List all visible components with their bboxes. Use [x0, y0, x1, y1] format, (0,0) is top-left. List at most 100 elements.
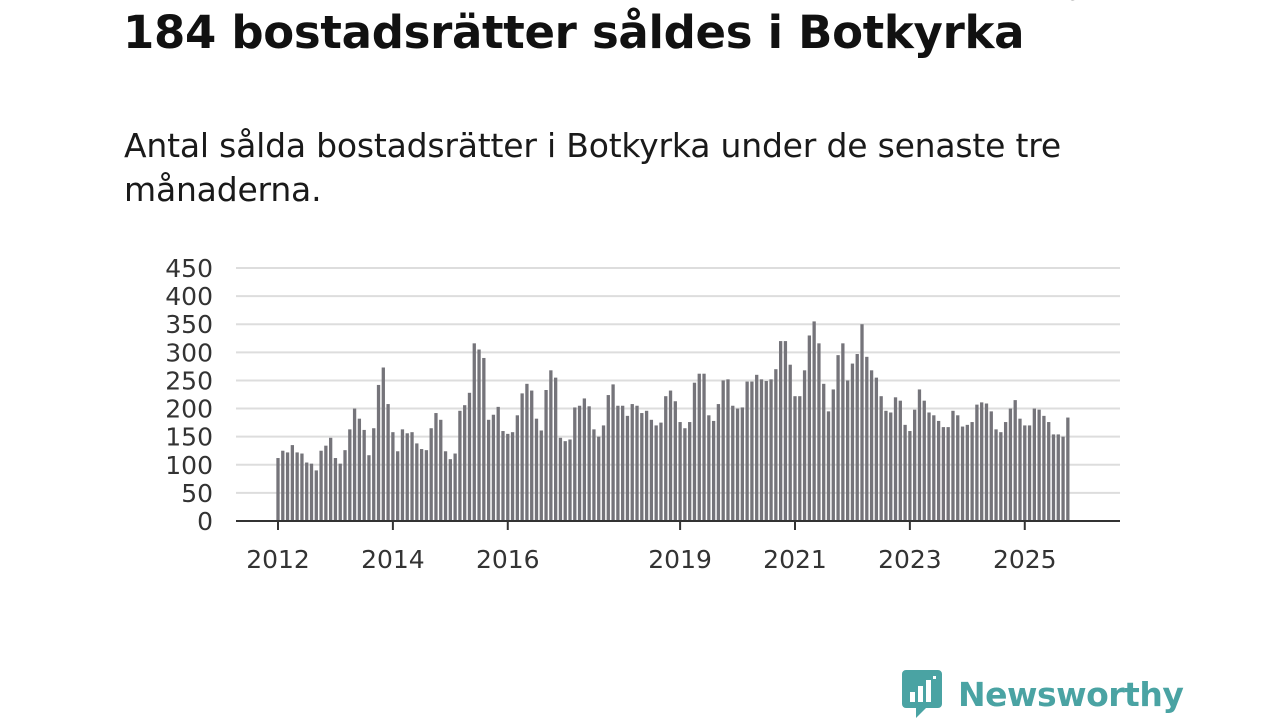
bar [688, 422, 692, 521]
bar [807, 335, 812, 521]
bar [1047, 422, 1051, 521]
bar [1027, 425, 1032, 521]
bar [419, 449, 424, 521]
bar [946, 427, 950, 521]
bar [941, 427, 946, 521]
bar [506, 433, 510, 521]
bar [281, 450, 285, 521]
x-tick-label: 2012 [246, 545, 310, 574]
bar [400, 429, 405, 521]
bar [472, 343, 476, 521]
bar [333, 458, 338, 521]
bar [477, 349, 481, 521]
bar [285, 452, 290, 521]
bar [443, 451, 448, 521]
bar [654, 425, 658, 521]
bar [453, 453, 457, 521]
bar [309, 463, 314, 521]
bar [994, 429, 998, 521]
bar [802, 370, 807, 521]
bar [587, 406, 591, 521]
bar [496, 406, 500, 521]
bar [386, 404, 390, 521]
bar [664, 396, 668, 521]
bar [1023, 425, 1027, 521]
bar [879, 396, 883, 521]
bar [357, 418, 362, 521]
bar [927, 412, 931, 521]
chart-subtitle: Antal sålda bostadsrätter i Botkyrka und… [124, 126, 1062, 209]
bar [1032, 408, 1036, 521]
bar [376, 384, 381, 521]
bar [745, 381, 749, 521]
bar [510, 432, 515, 521]
bar [999, 432, 1003, 521]
bar [530, 390, 534, 521]
bar [295, 452, 299, 521]
bar [448, 459, 452, 521]
bar [759, 379, 764, 521]
bar [601, 425, 606, 521]
bar [343, 450, 347, 521]
y-tick-label: 300 [165, 338, 213, 367]
bar [592, 429, 596, 521]
y-tick-label: 150 [165, 423, 213, 452]
bar [970, 422, 974, 521]
bar [692, 382, 697, 521]
y-tick-label: 400 [165, 282, 213, 311]
x-tick-label: 2014 [361, 545, 425, 574]
y-tick-label: 350 [165, 310, 213, 339]
bar [778, 341, 783, 521]
highlight-data-label: 184 [1050, 0, 1096, 6]
bar [783, 341, 788, 521]
bar [989, 411, 993, 521]
newsworthy-logo-icon [902, 670, 942, 718]
bar [769, 379, 773, 521]
bar [793, 396, 797, 521]
bar [410, 432, 414, 521]
bar [764, 381, 768, 521]
bar [554, 377, 558, 521]
bar [860, 324, 864, 521]
bar [324, 445, 328, 521]
bar [822, 383, 826, 521]
bar [850, 363, 855, 521]
bar [750, 381, 754, 521]
axes [236, 520, 1120, 530]
bar-series [276, 321, 1070, 521]
bar [1037, 409, 1041, 521]
bar [1042, 415, 1046, 521]
bar [826, 411, 831, 521]
bar [391, 432, 395, 521]
bar [434, 413, 438, 521]
bar [319, 450, 323, 521]
bar [405, 433, 409, 521]
bar [630, 404, 634, 521]
bar [707, 415, 711, 521]
bar [314, 470, 318, 521]
bar [774, 369, 778, 521]
bar [621, 405, 625, 521]
bar [635, 405, 639, 521]
bar [812, 321, 816, 521]
x-tick-label: 2023 [878, 545, 942, 574]
bar [960, 426, 965, 521]
bar [520, 393, 524, 521]
bar [683, 428, 687, 521]
bar [917, 389, 922, 521]
bar [702, 373, 706, 521]
y-tick-label: 100 [165, 451, 213, 480]
bar [429, 428, 433, 521]
bar [984, 403, 989, 521]
y-tick-label: 450 [165, 254, 213, 283]
brand-logo: Newsworthy [902, 670, 1184, 718]
bar [836, 355, 840, 521]
bar [865, 356, 869, 521]
bar [396, 451, 400, 521]
bar [673, 401, 677, 521]
brand-name: Newsworthy [958, 674, 1184, 714]
bar [352, 408, 357, 521]
bar [577, 405, 582, 521]
